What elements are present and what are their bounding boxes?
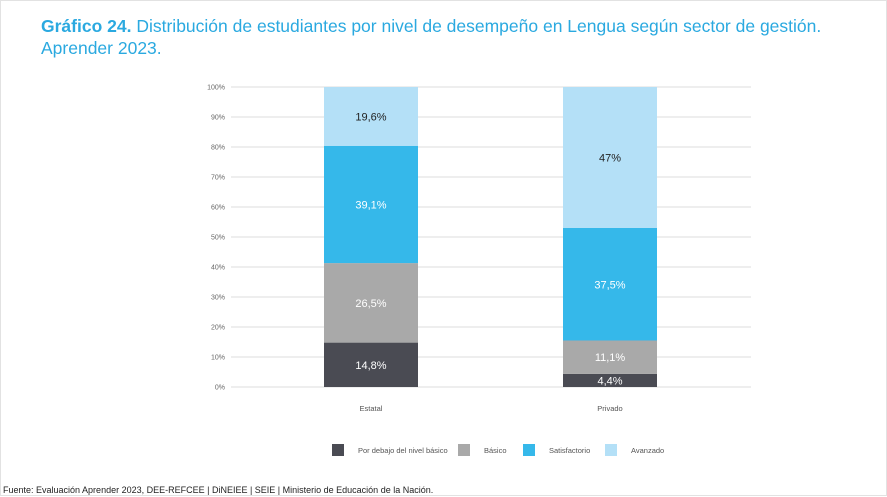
data-label: 4,4% xyxy=(597,375,622,387)
x-category-label: Privado xyxy=(597,404,622,413)
y-tick-label: 50% xyxy=(211,235,225,242)
legend-swatch xyxy=(332,444,344,456)
legend-label: Básico xyxy=(484,446,507,455)
data-label: 14,8% xyxy=(355,360,386,372)
bar-segment xyxy=(563,373,657,387)
y-tick-label: 40% xyxy=(211,265,225,272)
chart-title-label: Gráfico 24. xyxy=(41,16,132,36)
legend-swatch xyxy=(458,444,470,456)
source-note: Fuente: Evaluación Aprender 2023, DEE-RE… xyxy=(3,485,434,495)
legend-label: Por debajo del nivel básico xyxy=(358,446,448,455)
chart-title-text: Distribución de estudiantes por nivel de… xyxy=(136,16,822,36)
bar-segment xyxy=(324,263,418,343)
bar-segment xyxy=(563,87,657,228)
bar-segment xyxy=(324,145,418,264)
legend-swatch xyxy=(605,444,617,456)
y-tick-label: 90% xyxy=(211,115,225,122)
y-tick-label: 60% xyxy=(211,205,225,212)
y-tick-label: 20% xyxy=(211,325,225,332)
data-label: 26,5% xyxy=(355,298,386,310)
chart-title: Gráfico 24. Distribución de estudiantes … xyxy=(41,15,841,59)
bar-segment xyxy=(563,228,657,341)
y-tick-label: 80% xyxy=(211,145,225,152)
x-category-label: Estatal xyxy=(360,404,383,413)
y-tick-label: 100% xyxy=(207,85,225,92)
bar-segment xyxy=(563,340,657,374)
legend-swatch xyxy=(523,444,535,456)
y-tick-label: 30% xyxy=(211,295,225,302)
bar-segment xyxy=(324,342,418,387)
data-label: 39,1% xyxy=(355,199,386,211)
data-label: 11,1% xyxy=(595,352,626,364)
y-tick-label: 10% xyxy=(211,355,225,362)
data-label: 37,5% xyxy=(594,279,625,291)
bar-segment xyxy=(324,87,418,146)
data-label: 47% xyxy=(599,153,621,165)
y-tick-label: 0% xyxy=(215,385,225,392)
data-label: 19,6% xyxy=(355,111,386,123)
legend-label: Satisfactorio xyxy=(549,446,590,455)
y-tick-label: 70% xyxy=(211,175,225,182)
chart-title-line2: Aprender 2023. xyxy=(41,38,162,58)
legend-label: Avanzado xyxy=(631,446,664,455)
